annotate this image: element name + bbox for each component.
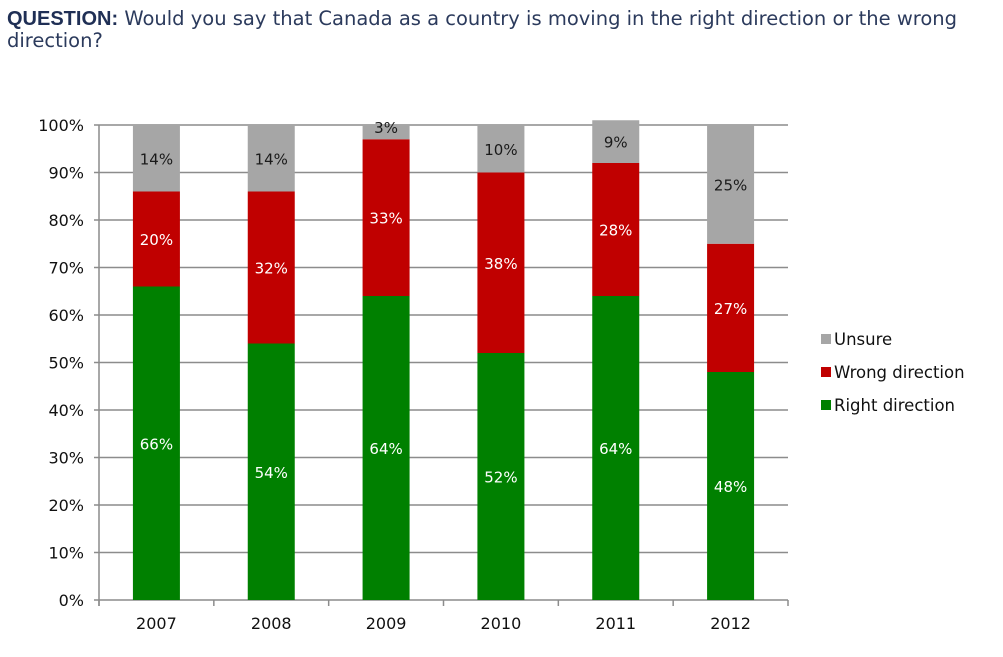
- data-label: 66%: [140, 435, 173, 453]
- question-label: QUESTION:: [7, 8, 119, 30]
- bar-segment-unsure: [362, 125, 410, 140]
- x-tick-label: 2008: [251, 614, 292, 633]
- legend-label: Wrong direction: [834, 363, 965, 382]
- data-label: 54%: [255, 464, 288, 482]
- y-tick-label: 30%: [48, 449, 84, 468]
- data-label: 14%: [255, 150, 288, 168]
- data-label: 28%: [599, 222, 632, 240]
- y-tick-label: 100%: [38, 116, 84, 135]
- y-tick-label: 10%: [48, 544, 84, 563]
- bar-segment-right-direction: [132, 286, 180, 600]
- bar-segment-unsure: [707, 125, 755, 244]
- bar-segment-wrong-direction: [592, 163, 640, 296]
- data-label: 20%: [140, 231, 173, 249]
- legend-swatch: [821, 334, 831, 344]
- x-tick-label: 2010: [481, 614, 522, 633]
- bar-segment-unsure: [132, 125, 180, 192]
- data-label: 38%: [484, 255, 517, 273]
- data-label: 32%: [255, 260, 288, 278]
- legend-label: Unsure: [834, 330, 892, 349]
- bar-segment-wrong-direction: [362, 139, 410, 296]
- bar-segment-wrong-direction: [477, 172, 525, 353]
- data-label: 27%: [714, 300, 747, 318]
- x-tick-label: 2012: [710, 614, 751, 633]
- data-label: 52%: [484, 469, 517, 487]
- bar-segment-right-direction: [362, 296, 410, 600]
- data-label: 14%: [140, 150, 173, 168]
- question-text: Would you say that Canada as a country i…: [7, 7, 958, 52]
- bar-segment-unsure: [477, 125, 525, 173]
- bar-segment-right-direction: [592, 296, 640, 600]
- y-tick-label: 70%: [48, 259, 84, 278]
- bar-segment-right-direction: [707, 372, 755, 600]
- y-tick-label: 80%: [48, 211, 84, 230]
- x-tick-label: 2009: [366, 614, 407, 633]
- bar-segment-unsure: [592, 120, 640, 163]
- x-tick-label: 2011: [595, 614, 636, 633]
- y-tick-label: 90%: [48, 164, 84, 183]
- legend-swatch: [821, 400, 831, 410]
- chart-title: QUESTION: Would you say that Canada as a…: [7, 8, 967, 52]
- data-label: 10%: [484, 141, 517, 159]
- data-label: 9%: [604, 134, 628, 152]
- y-tick-label: 50%: [48, 354, 84, 373]
- bar-segment-right-direction: [477, 353, 525, 600]
- bar-segment-wrong-direction: [707, 243, 755, 372]
- y-tick-label: 0%: [59, 591, 84, 610]
- bar-segment-right-direction: [247, 343, 295, 600]
- data-label: 25%: [714, 176, 747, 194]
- data-label: 48%: [714, 478, 747, 496]
- bar-segment-wrong-direction: [132, 191, 180, 287]
- y-tick-label: 40%: [48, 401, 84, 420]
- data-label: 64%: [369, 440, 402, 458]
- legend-swatch: [821, 367, 831, 377]
- data-label: 64%: [599, 440, 632, 458]
- y-tick-label: 60%: [48, 306, 84, 325]
- legend-label: Right direction: [834, 396, 955, 415]
- x-tick-label: 2007: [136, 614, 177, 633]
- data-label: 3%: [374, 119, 398, 137]
- bar-segment-wrong-direction: [247, 191, 295, 344]
- data-label: 33%: [369, 210, 402, 228]
- y-tick-label: 20%: [48, 496, 84, 515]
- bar-segment-unsure: [247, 125, 295, 192]
